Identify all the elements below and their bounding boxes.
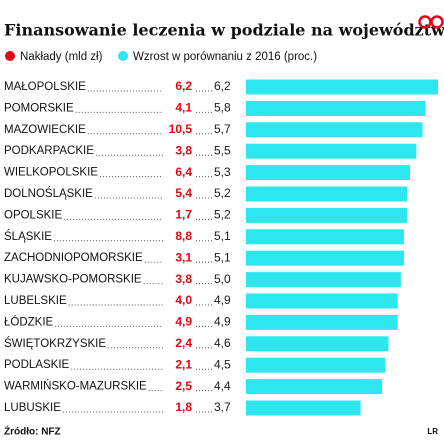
bar [246, 379, 383, 395]
value-label: 6,2 [175, 79, 192, 93]
value-label: 5,7 [214, 122, 231, 136]
value-label: 5,2 [214, 186, 231, 200]
value-label: 8,8 [175, 229, 192, 243]
legend-marker [118, 51, 128, 61]
category-label: ŚLĄSKIE [4, 230, 52, 243]
value-label: 2,5 [175, 379, 192, 393]
category-label: WARMIŃSKO-MAZURSKIE [4, 380, 147, 393]
bar [246, 79, 438, 95]
value-label: 4,9 [214, 315, 231, 329]
category-label: MAŁOPOLSKIE [4, 81, 86, 93]
source: Źródło: NFZ [4, 425, 61, 438]
value-label: 6,2 [214, 79, 231, 93]
value-label: 5,4 [175, 186, 192, 200]
bar [246, 272, 401, 288]
value-label: 2,1 [175, 357, 192, 371]
legend-label: Nakłady (mld zł) [20, 51, 103, 63]
bar [246, 293, 398, 309]
category-label: ZACHODNIOPOMORSKIE [4, 252, 143, 264]
value-label: 10,5 [169, 122, 193, 136]
value-label: 3,1 [175, 250, 192, 264]
category-label: ŚWIĘTOKRZYSKIE [4, 337, 106, 350]
bar [246, 122, 423, 138]
bar [246, 229, 404, 245]
value-label: 5,1 [214, 229, 231, 243]
value-label: 4,9 [175, 315, 192, 329]
category-label: WIELKOPOLSKIE [4, 167, 98, 179]
category-label: KUJAWSKO-POMORSKIE [4, 274, 142, 286]
credit: LR [427, 427, 438, 436]
category-label: OPOLSKIE [4, 209, 62, 221]
value-label: 4,5 [214, 357, 231, 371]
category-label: LUBELSKIE [4, 295, 67, 307]
bar [246, 357, 386, 373]
value-label: 1,8 [175, 400, 192, 414]
bar [246, 250, 404, 266]
category-label: ŁÓDZKIE [4, 315, 54, 328]
value-label: 4,0 [175, 293, 192, 307]
bar [246, 314, 398, 330]
bar [246, 186, 408, 202]
value-label: 2,4 [175, 336, 192, 350]
value-label: 3,7 [214, 400, 231, 414]
chart-title: Finansowanie leczenia w podziale na woje… [4, 21, 444, 40]
bar [246, 143, 417, 159]
value-label: 1,7 [175, 208, 192, 222]
category-label: DOLNOŚLĄSKIE [4, 187, 93, 200]
bar [246, 336, 389, 352]
value-label: 5,2 [214, 208, 231, 222]
bar [246, 100, 426, 116]
category-label: LUBUSKIE [4, 402, 61, 414]
legend-label: Wzrost w porównaniu z 2016 (proc.) [133, 51, 317, 63]
logo [418, 15, 444, 29]
value-label: 3,8 [175, 143, 192, 157]
category-label: MAZOWIECKIE [4, 124, 86, 136]
value-label: 6,4 [175, 165, 192, 179]
value-label: 5,5 [214, 143, 231, 157]
value-label: 4,4 [214, 379, 231, 393]
category-label: POMORSKIE [4, 102, 74, 114]
value-label: 5,0 [214, 272, 231, 286]
category-label: PODLASKIE [4, 359, 70, 371]
value-label: 5,3 [214, 165, 231, 179]
value-label: 5,8 [214, 101, 231, 115]
legend-marker [5, 51, 15, 61]
value-label: 4,9 [214, 293, 231, 307]
category-label: PODKARPACKIE [4, 145, 94, 157]
bar [246, 165, 411, 181]
bar [246, 400, 361, 416]
value-label: 4,6 [214, 336, 231, 350]
value-label: 4,1 [175, 101, 192, 115]
value-label: 5,1 [214, 250, 231, 264]
value-label: 3,8 [175, 272, 192, 286]
bar [246, 207, 408, 223]
